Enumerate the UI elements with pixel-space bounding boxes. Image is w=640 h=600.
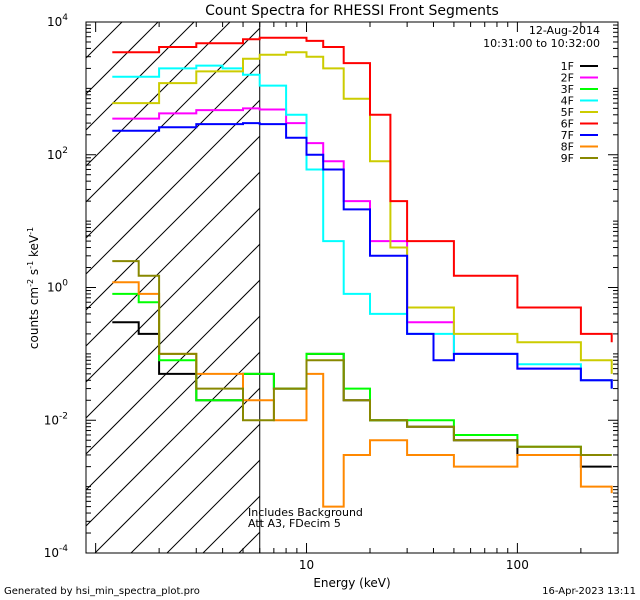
series-7F <box>112 122 613 389</box>
hatch-line <box>94 387 261 553</box>
hatch-line <box>86 22 123 59</box>
hatch-line <box>86 171 261 347</box>
legend-label-6F: 6F <box>561 118 574 131</box>
hatch-line <box>86 315 261 491</box>
hatch-line <box>86 63 261 239</box>
series-group <box>112 36 613 508</box>
y-tick-label: 104 <box>47 13 68 29</box>
legend-label-7F: 7F <box>561 129 574 142</box>
series-9F <box>112 260 612 456</box>
chart-title: Count Spectra for RHESSI Front Segments <box>205 3 499 19</box>
series-5F <box>112 51 613 374</box>
hatched-region <box>86 22 261 553</box>
hatch-line <box>86 27 261 203</box>
hatch-line <box>166 459 261 553</box>
legend-label-3F: 3F <box>561 83 574 96</box>
legend-label-5F: 5F <box>561 106 574 119</box>
footer-timestamp: 16-Apr-2023 13:11 <box>542 586 636 597</box>
legend-label-4F: 4F <box>561 95 574 108</box>
hatch-line <box>86 207 261 383</box>
legend-label-2F: 2F <box>561 72 574 85</box>
y-tick-label: 10-2 <box>44 411 68 427</box>
y-tick-label: 102 <box>47 146 68 162</box>
x-axis-label: Energy (keV) <box>313 576 390 590</box>
y-axis-ticks: 10-4 10-2 100 102 104 <box>44 13 618 560</box>
y-tick-label: 100 <box>47 279 68 295</box>
footer-generated-by: Generated by hsi_min_spectra_plot.pro <box>4 586 200 597</box>
hatch-line <box>86 243 261 419</box>
legend-label-8F: 8F <box>561 141 574 154</box>
series-6F <box>112 36 613 343</box>
time-range-label: 10:31:00 to 10:32:00 <box>483 37 600 50</box>
annotation-background: Includes Background <box>248 506 363 519</box>
annotation-attenuator: Att A3, FDecim 5 <box>248 517 341 530</box>
hatch-line <box>86 351 261 527</box>
legend-label-1F: 1F <box>561 60 574 73</box>
series-3F <box>112 292 612 456</box>
hatch-line <box>130 423 261 553</box>
hatch-line <box>202 495 261 553</box>
hatch-line <box>86 99 261 275</box>
x-tick-label: 100 <box>506 558 529 572</box>
hatch-line <box>86 279 261 455</box>
hatch-line <box>86 22 231 167</box>
y-tick-label: 10-4 <box>44 544 69 560</box>
y-axis-label: counts cm-2 s-1 keV-1 <box>26 227 41 349</box>
x-axis-ticks: 10 100 <box>95 22 619 572</box>
hatch-line <box>86 22 159 95</box>
legend-label-9F: 9F <box>561 152 574 165</box>
date-label: 12-Aug-2014 <box>529 24 600 37</box>
hatch-line <box>86 135 261 311</box>
x-tick-label: 10 <box>299 558 314 572</box>
hatch-line <box>238 531 261 553</box>
